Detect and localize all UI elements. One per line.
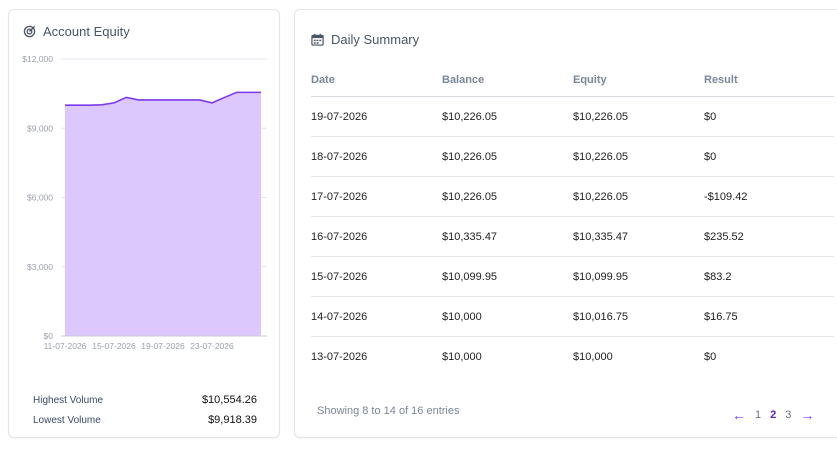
stat-lowest-volume: Lowest Volume $9,918.39 — [33, 410, 257, 430]
table-row: 17-07-2026 $10,226.05 $10,226.05 -$109.4… — [311, 176, 834, 217]
x-tick-label: 19-07-2026 — [141, 341, 185, 351]
cell-date: 14-07-2026 — [311, 296, 442, 337]
y-tick-label: $6,000 — [27, 193, 53, 203]
cell-date: 16-07-2026 — [311, 216, 442, 257]
column-header-date[interactable]: Date — [311, 64, 442, 97]
target-icon — [23, 25, 36, 38]
cell-result: $83.2 — [704, 256, 834, 297]
y-tick-label: $12,000 — [22, 54, 53, 64]
x-tick-label: 23-07-2026 — [190, 341, 234, 351]
y-tick-label: $0 — [44, 331, 54, 341]
table-row: 15-07-2026 $10,099.95 $10,099.95 $83.2 — [311, 256, 834, 297]
column-header-result[interactable]: Result — [704, 64, 834, 97]
stat-value: $9,918.39 — [208, 414, 257, 426]
stat-highest-volume: Highest Volume $10,554.26 — [33, 390, 257, 410]
page-3-button[interactable]: 3 — [785, 409, 792, 421]
daily-summary-card: Daily Summary Date Balance Equity Result… — [294, 9, 837, 438]
equity-stats: Highest Volume $10,554.26 Lowest Volume … — [33, 390, 257, 430]
table-header-row: Date Balance Equity Result — [311, 64, 834, 97]
page-2-button[interactable]: 2 — [770, 409, 777, 421]
table-row: 18-07-2026 $10,226.05 $10,226.05 $0 — [311, 136, 834, 177]
cell-balance: $10,000 — [442, 350, 482, 363]
cell-result: $235.52 — [704, 216, 834, 257]
table-row: 13-07-2026 $10,000 $10,000 $0 — [311, 337, 834, 377]
cell-balance: $10,226.05 — [442, 136, 573, 177]
cell-equity: $10,226.05 — [573, 176, 704, 217]
account-equity-header: Account Equity — [23, 24, 130, 39]
daily-summary-table: Date Balance Equity Result 19-07-2026 $1… — [311, 64, 834, 376]
stat-label: Highest Volume — [33, 394, 104, 406]
equity-chart: $0 $3,000 $6,000 $9,000 $12,000 11-07-2026 15-… — [22, 54, 267, 351]
cell-result: $0 — [704, 136, 834, 177]
cell-date: 18-07-2026 — [311, 136, 442, 177]
cell-balance: $10,226.05 — [442, 96, 573, 137]
y-tick-label: $9,000 — [27, 123, 53, 133]
cell-equity: $10,099.95 — [573, 256, 704, 297]
cell-equity: $10,226.05 — [573, 136, 704, 177]
cell-equity: $10,226.05 — [573, 96, 704, 137]
entries-info: Showing 8 to 14 of 16 entries — [317, 405, 460, 417]
y-tick-label: $3,000 — [27, 262, 53, 272]
cell-result: -$109.42 — [704, 176, 834, 217]
table-row: 19-07-2026 $10,226.05 $10,226.05 $0 — [311, 96, 834, 137]
account-equity-card: Account Equity $0 $3,000 $6,000 $9,000 $12,0… — [8, 9, 280, 438]
cell-equity: $10,000 — [573, 350, 613, 363]
column-header-equity[interactable]: Equity — [573, 64, 704, 97]
x-tick-label: 15-07-2026 — [92, 341, 136, 351]
cell-date: 17-07-2026 — [311, 176, 442, 217]
cell-result: $0 — [704, 96, 834, 137]
table-row: 16-07-2026 $10,335.47 $10,335.47 $235.52 — [311, 216, 834, 257]
next-page-icon[interactable]: → — [800, 407, 815, 423]
stat-label: Lowest Volume — [33, 414, 101, 426]
equity-area — [65, 92, 261, 336]
cell-balance: $10,335.47 — [442, 216, 573, 257]
calendar-icon — [311, 33, 324, 46]
prev-page-icon[interactable]: ← — [732, 407, 746, 423]
daily-summary-header: Daily Summary — [311, 32, 419, 47]
column-header-balance[interactable]: Balance — [442, 64, 573, 97]
cell-date: 13-07-2026 — [311, 350, 368, 363]
cell-equity: $10,016.75 — [573, 296, 704, 337]
stat-value: $10,554.26 — [201, 394, 257, 406]
cell-balance: $10,099.95 — [442, 256, 573, 297]
account-equity-title: Account Equity — [43, 24, 130, 39]
cell-result: $16.75 — [704, 296, 834, 337]
cell-result: $0 — [704, 350, 717, 363]
cell-date: 15-07-2026 — [311, 256, 442, 297]
equity-line — [65, 91, 261, 106]
table-row: 14-07-2026 $10,000 $10,016.75 $16.75 — [311, 296, 834, 337]
daily-summary-title: Daily Summary — [331, 32, 420, 47]
cell-balance: $10,226.05 — [442, 176, 573, 217]
x-tick-label: 11-07-2026 — [44, 341, 87, 351]
pagination: ← 1 2 3 → — [732, 408, 814, 422]
cell-equity: $10,335.47 — [573, 216, 704, 257]
page-1-button[interactable]: 1 — [755, 409, 762, 421]
cell-balance: $10,000 — [442, 296, 573, 337]
cell-date: 19-07-2026 — [311, 96, 442, 137]
